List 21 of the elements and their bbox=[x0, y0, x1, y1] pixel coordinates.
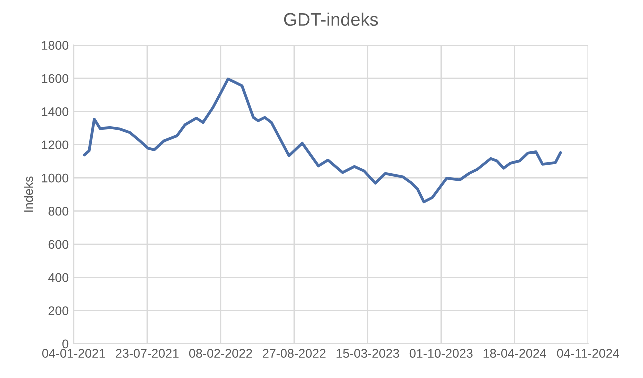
y-tick-label: 200 bbox=[48, 306, 69, 316]
y-tick-label: 1000 bbox=[42, 174, 69, 183]
line-series bbox=[83, 78, 562, 204]
x-tick-label: 27-08-2022 bbox=[263, 349, 326, 358]
y-tick-label: 1800 bbox=[42, 41, 69, 50]
y-tick-label: 600 bbox=[48, 240, 69, 250]
y-tick-label: 0 bbox=[62, 340, 69, 349]
x-tick-label: 04-11-2024 bbox=[557, 349, 620, 358]
x-tick-label: 01-10-2023 bbox=[410, 349, 473, 358]
y-tick-label: 800 bbox=[48, 207, 69, 216]
x-tick-label: 18-04-2024 bbox=[484, 349, 546, 358]
y-tick-label: 400 bbox=[48, 273, 69, 282]
x-tick-label: 04-01-2021 bbox=[42, 349, 106, 358]
x-tick-label: 15-03-2023 bbox=[336, 349, 400, 358]
x-tick-label: 08-02-2022 bbox=[189, 349, 252, 358]
y-tick-label: 1200 bbox=[42, 140, 69, 150]
y-tick-label: 1400 bbox=[42, 108, 69, 116]
y-axis-title: Indeks bbox=[24, 176, 34, 212]
chart-title: GDT-indeks bbox=[284, 12, 378, 26]
y-tick-label: 1600 bbox=[42, 74, 69, 84]
x-tick-label: 23-07-2021 bbox=[116, 349, 179, 358]
